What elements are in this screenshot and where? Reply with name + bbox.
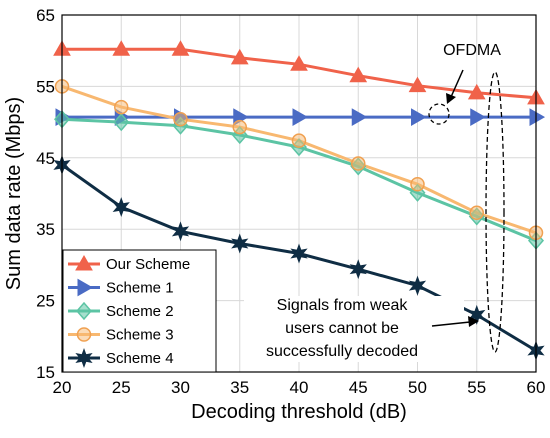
data-point <box>112 40 131 56</box>
legend-label: Scheme 3 <box>106 327 174 344</box>
series-markers <box>53 40 546 361</box>
ofdma-arrow <box>450 69 464 98</box>
weak-users-arrow <box>431 321 471 327</box>
x-tick-label: 40 <box>290 378 309 397</box>
legend-marker <box>75 254 93 271</box>
plot-frame <box>61 14 537 373</box>
data-point <box>468 304 486 325</box>
x-tick-label: 20 <box>53 378 72 397</box>
data-point <box>408 76 427 93</box>
data-point <box>173 111 188 127</box>
x-axis-label: Decoding threshold (dB) <box>191 401 407 423</box>
data-point <box>113 112 130 132</box>
legend-marker <box>77 278 94 297</box>
x-tick-label: 30 <box>171 378 190 397</box>
data-point <box>230 48 249 65</box>
y-tick-label: 45 <box>36 149 55 168</box>
data-point <box>290 55 308 71</box>
x-tick-label: 50 <box>408 378 427 397</box>
y-tick-label: 55 <box>36 77 55 96</box>
data-point <box>290 243 308 264</box>
x-tick-label: 35 <box>230 378 249 397</box>
data-point <box>291 133 307 148</box>
data-point <box>171 40 190 56</box>
weak-users-ellipse <box>485 71 505 353</box>
y-axis-label: Sum data rate (Mbps) <box>3 97 25 290</box>
data-point <box>112 197 130 218</box>
ofdma-label: OFDMA <box>443 42 501 59</box>
legend-label: Scheme 2 <box>106 303 174 320</box>
y-tick-label: 15 <box>36 363 55 382</box>
weak-users-line-3: successfully decoded <box>266 343 418 360</box>
weak-users-arrowhead <box>468 316 479 327</box>
data-point <box>408 275 427 296</box>
y-tick-label: 25 <box>36 292 55 311</box>
data-point <box>410 176 425 192</box>
legend-marker <box>76 327 92 342</box>
annotation-text-bg <box>244 296 464 362</box>
legend-label: Our Scheme <box>106 256 190 273</box>
data-point <box>171 221 190 242</box>
weak-users-line-1: Signals from weak <box>277 297 409 314</box>
ofdma-ellipse <box>428 103 450 125</box>
legend-marker <box>76 301 92 321</box>
data-point <box>411 108 427 126</box>
x-tick-label: 25 <box>112 378 131 397</box>
legend-marker <box>75 348 93 368</box>
data-point <box>470 108 486 126</box>
data-point <box>351 108 368 126</box>
x-tick-labels: 20 25 30 35 40 45 50 55 60 <box>53 378 546 397</box>
legend-label: Scheme 4 <box>106 350 174 367</box>
y-tick-labels: 15 25 35 45 55 65 <box>36 6 55 382</box>
data-point <box>292 108 309 126</box>
y-tick-label: 65 <box>36 6 55 25</box>
y-tick-label: 35 <box>36 220 55 239</box>
x-tick-label: 60 <box>527 378 546 397</box>
x-tick-label: 45 <box>349 378 368 397</box>
ofdma-arrowhead <box>446 93 456 104</box>
data-point <box>349 259 367 280</box>
x-tick-label: 55 <box>467 378 486 397</box>
data-point <box>469 205 484 221</box>
data-point <box>351 156 366 171</box>
data-point <box>467 83 486 100</box>
data-point <box>114 99 129 115</box>
annotations: OFDMA Signals from weak users cannot be … <box>244 42 505 362</box>
legend: Our Scheme Scheme 1 Scheme 2 Scheme 3 Scheme… <box>62 249 217 373</box>
data-point <box>529 108 546 126</box>
legend-label: Scheme 1 <box>106 280 174 297</box>
data-point <box>349 66 368 83</box>
data-point <box>232 119 247 135</box>
data-point <box>231 233 249 254</box>
weak-users-line-2: users cannot be <box>285 320 399 337</box>
